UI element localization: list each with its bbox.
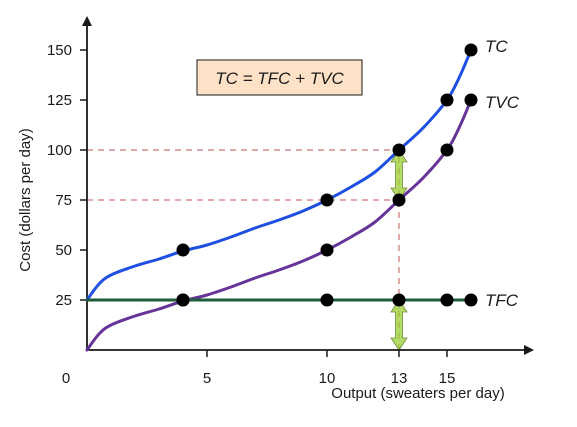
y-tick-label-100: 100 xyxy=(47,142,72,159)
tfc-point-4 xyxy=(464,293,478,307)
tfc-point-1 xyxy=(320,293,334,307)
x-tick-label-5: 5 xyxy=(203,370,211,387)
x-tick-label-0: 0 xyxy=(62,370,70,387)
tvc-point-4 xyxy=(464,93,478,107)
y-tick-label-150: 150 xyxy=(47,42,72,59)
formula-box: TC = TFC + TVC xyxy=(196,59,363,96)
y-tick-label-25: 25 xyxy=(55,292,72,309)
x-tick-label-10: 10 xyxy=(319,370,336,387)
tfc-point-3 xyxy=(440,293,454,307)
tc-curve xyxy=(85,48,473,302)
tc-label: TC xyxy=(485,37,508,56)
tvc-point-3 xyxy=(440,143,454,157)
y-tick-label-75: 75 xyxy=(55,192,72,209)
tfc-point-0 xyxy=(176,293,190,307)
tfc-label: TFC xyxy=(485,291,519,310)
x-tick-label-15: 15 xyxy=(439,370,456,387)
x-tick-label-13: 13 xyxy=(391,370,408,387)
tc-point-0 xyxy=(176,243,190,257)
tfc-point-2 xyxy=(392,293,406,307)
formula-text: TC = TFC + TVC xyxy=(215,69,344,88)
y-tick-label-125: 125 xyxy=(47,92,72,109)
tvc-label: TVC xyxy=(485,93,520,112)
difference-arrow-1 xyxy=(390,299,408,351)
x-axis-title: Output (sweaters per day) xyxy=(331,385,504,402)
tc-point-3 xyxy=(440,93,454,107)
tvc-curve xyxy=(85,98,473,352)
tvc-point-1 xyxy=(320,243,334,257)
tvc-point-2 xyxy=(392,193,406,207)
difference-arrow-0 xyxy=(390,149,408,201)
y-axis-title: Cost (dollars per day) xyxy=(17,128,34,271)
tc-point-1 xyxy=(320,193,334,207)
y-tick-label-50: 50 xyxy=(55,242,72,259)
tc-point-4 xyxy=(464,43,478,57)
tc-point-2 xyxy=(392,143,406,157)
